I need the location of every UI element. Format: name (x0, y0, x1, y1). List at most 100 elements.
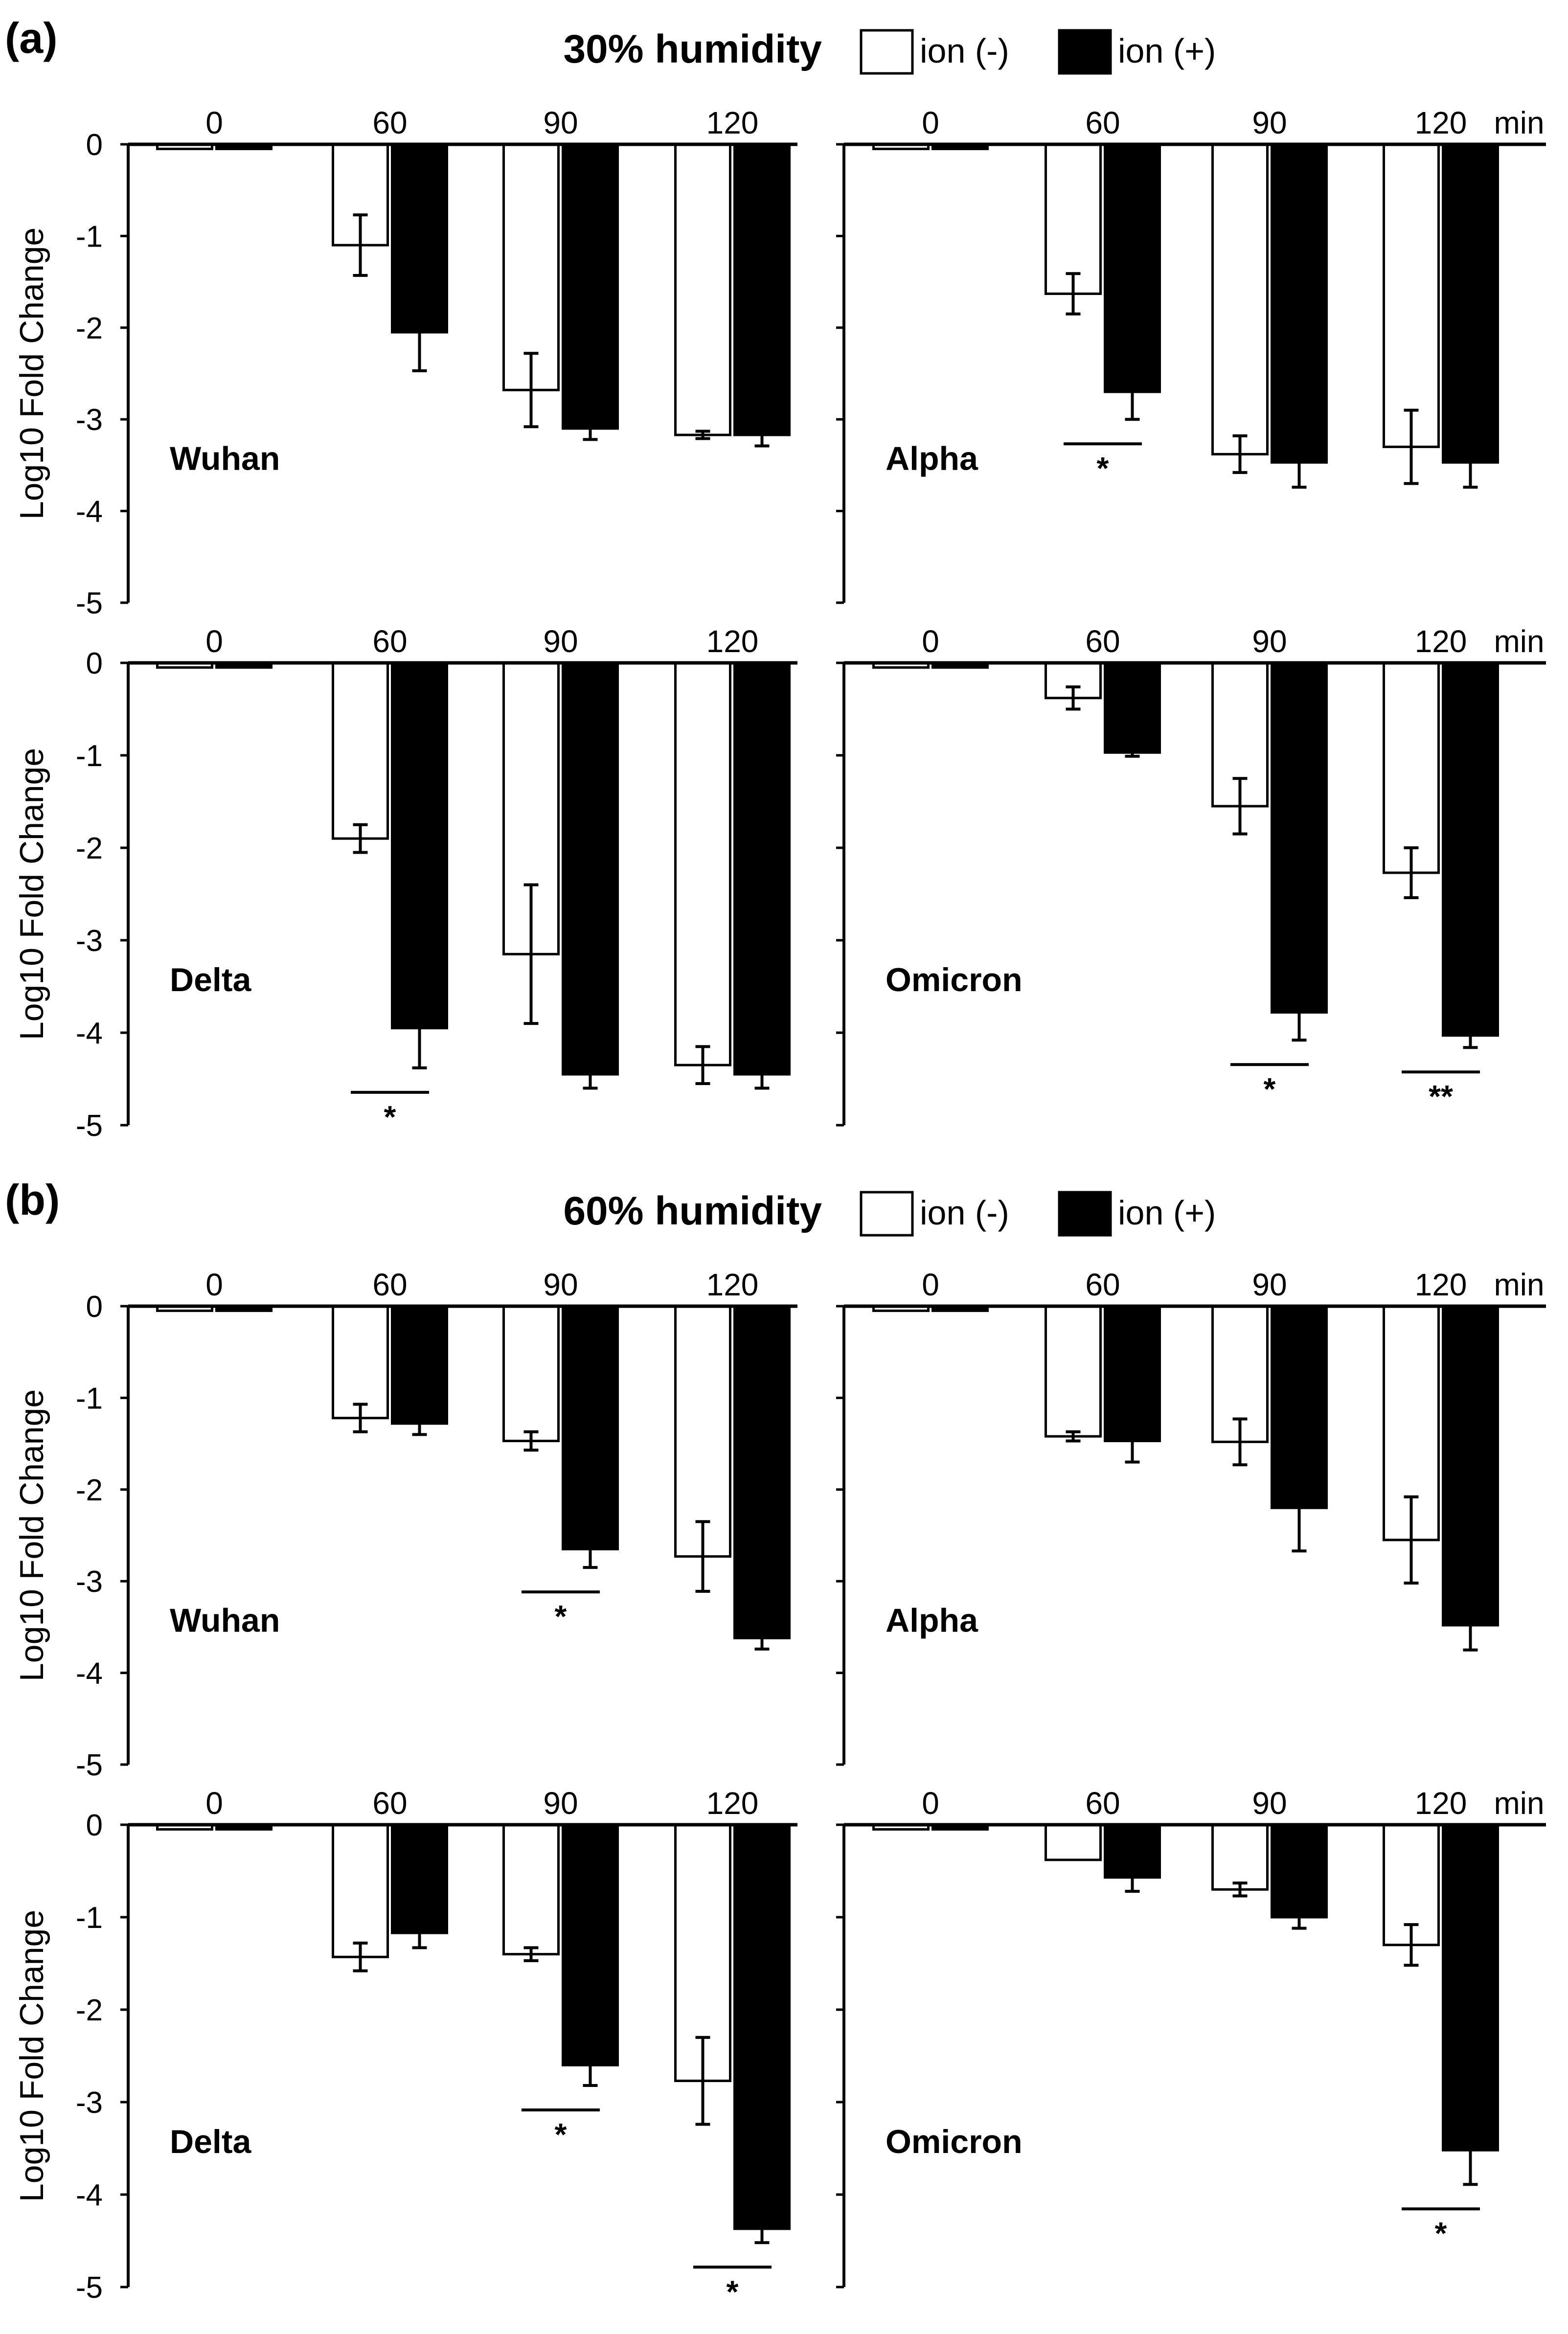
y-tick-label: -2 (76, 312, 103, 345)
y-tick-label: -2 (76, 1994, 103, 2027)
bar-ion-positive-120 (733, 143, 791, 436)
y-tick-label: -5 (76, 587, 103, 620)
svg-text:*: * (555, 2117, 567, 2152)
error-bar (1292, 436, 1307, 489)
bar-ion-negative-60 (332, 1305, 389, 1420)
y-tick-label: 0 (86, 1809, 103, 1842)
subplot-delta: 0 -1 -2 -3 -4 -5 Log10 Fold Change 0 60 90 120 Delt… (13, 1786, 797, 2309)
svg-text:*: * (1264, 1071, 1276, 1107)
error-bar (1463, 1599, 1478, 1652)
error-bar (412, 1411, 427, 1436)
y-tick-label: -3 (76, 1565, 103, 1599)
bar-ion-positive-120 (1442, 1823, 1499, 2152)
category-label-120: 120 (706, 105, 759, 140)
legend-label-ion-negative: ion (-) (920, 32, 1009, 70)
y-axis-label: Log10 Fold Change (13, 1389, 50, 1681)
y-tick-label: 0 (86, 1290, 103, 1324)
error-bar (695, 1520, 710, 1593)
category-label-90: 90 (543, 1786, 578, 1821)
error-bar (1404, 1923, 1419, 1967)
bar-ion-positive-120 (1442, 1305, 1499, 1627)
bar-ion-positive-60 (1104, 143, 1161, 393)
y-tick-label: -4 (76, 495, 103, 529)
y-tick-label: -1 (76, 739, 103, 773)
category-label-0: 0 (922, 1786, 939, 1821)
error-bar (353, 1941, 368, 1972)
y-tick-label: -4 (76, 1017, 103, 1050)
category-label-120: 120 (1415, 1267, 1467, 1302)
bar-ion-negative-60 (1045, 1823, 1102, 1861)
svg-text:*: * (727, 2274, 739, 2309)
category-label-90: 90 (543, 1267, 578, 1302)
category-label-90: 90 (1252, 624, 1287, 659)
significance-marker: * (693, 2266, 772, 2309)
bar-ion-positive-90 (1271, 143, 1328, 464)
svg-text:*: * (1097, 451, 1109, 486)
error-bar (1125, 363, 1140, 421)
error-bar (1232, 1417, 1248, 1467)
error-bar (1066, 685, 1081, 711)
error-bar (353, 213, 368, 277)
strain-label: Delta (170, 2123, 251, 2160)
y-tick-label: 0 (86, 647, 103, 680)
category-label-90: 90 (1252, 1267, 1287, 1302)
error-bar (1463, 1022, 1478, 1049)
category-label-60: 60 (1085, 1267, 1120, 1302)
time-unit-label: min (1494, 1267, 1544, 1302)
category-label-90: 90 (1252, 1786, 1287, 1821)
bar-ion-negative-60 (332, 1823, 389, 1958)
error-bar (523, 1946, 539, 1962)
panel-label: (b) (5, 1176, 60, 1224)
error-bar (412, 292, 427, 372)
significance-marker: * (351, 1090, 429, 1134)
category-label-0: 0 (205, 624, 223, 659)
y-tick-label: -1 (76, 1382, 103, 1415)
bar-ion-positive-90 (1271, 661, 1328, 1014)
significance-marker: * (522, 1590, 600, 1634)
humidity-title: 60% humidity (563, 1189, 822, 1233)
strain-label: Alpha (886, 440, 978, 477)
legend-label-ion-negative: ion (-) (920, 1194, 1009, 1232)
svg-text:*: * (1435, 2216, 1447, 2251)
y-tick-label: -5 (76, 1748, 103, 1782)
bar-ion-negative-60 (1045, 1305, 1102, 1438)
error-bar (695, 1045, 710, 1085)
error-bar (353, 1403, 368, 1433)
error-bar (1066, 1430, 1081, 1443)
error-bar (353, 823, 368, 854)
category-label-60: 60 (372, 1786, 407, 1821)
significance-marker: ** (1402, 1070, 1480, 1114)
category-label-0: 0 (922, 105, 939, 140)
y-tick-label: -3 (76, 924, 103, 958)
y-tick-label: -3 (76, 2086, 103, 2120)
figure-a: (a) 30% humidity ion (-) ion (+) 0 -1 -2 -3 -4 -5… (5, 14, 1546, 1143)
y-tick-label: 0 (86, 128, 103, 162)
time-unit-label: min (1494, 1786, 1544, 1821)
category-label-60: 60 (1085, 624, 1120, 659)
bar-ion-positive-120 (1442, 661, 1499, 1037)
y-tick-label: -4 (76, 2178, 103, 2212)
bar-ion-positive-120 (733, 661, 791, 1076)
strain-label: Wuhan (170, 1602, 280, 1639)
error-bar (695, 430, 710, 440)
error-bar (1066, 272, 1081, 316)
error-bar (523, 883, 539, 1025)
category-label-120: 120 (1415, 105, 1467, 140)
error-bar (412, 987, 427, 1069)
category-label-60: 60 (1085, 1786, 1120, 1821)
significance-marker: * (1064, 442, 1142, 486)
category-label-0: 0 (205, 1267, 223, 1302)
time-unit-label: min (1494, 105, 1544, 140)
category-label-90: 90 (543, 105, 578, 140)
error-bar (1292, 1463, 1307, 1553)
error-bar (754, 1059, 770, 1090)
svg-text:*: * (555, 1599, 567, 1634)
error-bar (1292, 983, 1307, 1042)
bar-ion-positive-120 (733, 1823, 791, 2230)
bar-ion-negative-60 (332, 661, 389, 840)
category-label-120: 120 (1415, 1786, 1467, 1821)
category-label-90: 90 (543, 624, 578, 659)
bar-ion-negative-60 (1045, 661, 1102, 700)
error-bar (523, 352, 539, 429)
